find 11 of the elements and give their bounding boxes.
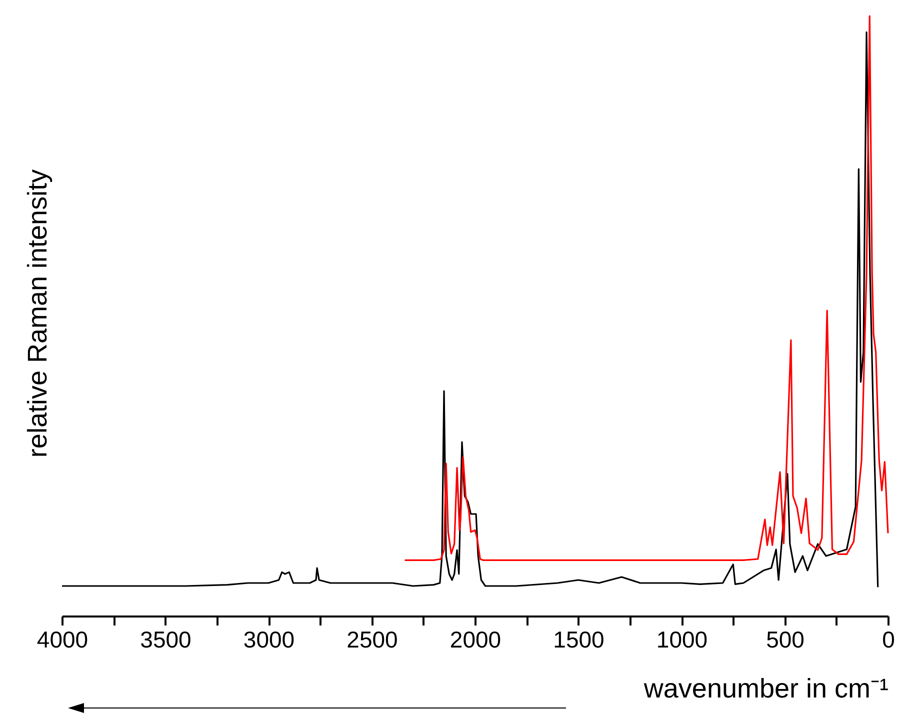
x-tick-label: 2500	[346, 626, 398, 652]
x-tick-label: 1000	[656, 626, 708, 652]
x-tick-label: 3500	[140, 626, 192, 652]
x-axis-title: wavenumber in cm⁻¹	[642, 674, 889, 704]
x-tick-label: 4000	[36, 626, 88, 652]
x-tick-label: 3000	[243, 626, 295, 652]
x-tick-label: 2000	[450, 626, 502, 652]
x-tick-label: 500	[766, 626, 804, 652]
x-tick-label: 0	[882, 626, 895, 652]
x-tick-label: 1500	[553, 626, 604, 652]
y-axis-title: relative Raman intensity	[22, 168, 52, 458]
